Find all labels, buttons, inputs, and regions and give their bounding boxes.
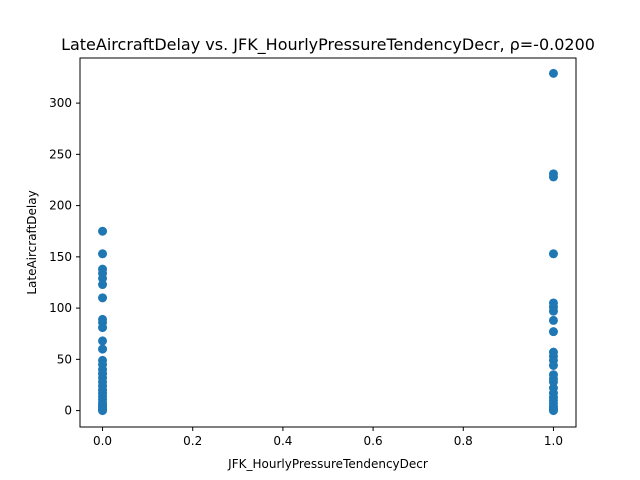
y-tick-label: 0 [64, 404, 72, 418]
data-point [98, 226, 108, 236]
chart-title: LateAircraftDelay vs. JFK_HourlyPressure… [61, 35, 595, 55]
data-point [548, 68, 558, 78]
data-point [98, 249, 108, 259]
data-point [98, 323, 108, 333]
y-tick-label: 150 [49, 250, 72, 264]
y-axis-ticks: 0 50 100 150 200 250 300 [49, 96, 80, 418]
y-tick-label: 300 [49, 96, 72, 110]
data-point [548, 315, 558, 325]
data-points [98, 68, 558, 416]
data-point [548, 306, 558, 316]
data-point [548, 361, 558, 370]
data-point [98, 406, 108, 416]
y-tick-label: 250 [49, 147, 72, 161]
x-tick-label: 0.2 [183, 434, 202, 448]
x-tick-label: 0.6 [364, 434, 383, 448]
x-tick-label: 0.8 [454, 434, 473, 448]
plot-frame [79, 57, 577, 428]
x-axis-ticks: 0.0 0.2 0.4 0.6 0.8 1.0 [93, 427, 563, 448]
data-point [98, 273, 108, 283]
data-point [98, 293, 108, 303]
data-point [548, 327, 558, 337]
data-point [98, 336, 108, 346]
data-point [548, 377, 558, 387]
x-tick-label: 1.0 [544, 434, 563, 448]
data-point [98, 280, 108, 290]
x-axis-label: JFK_HourlyPressureTendencyDecr [227, 457, 428, 471]
data-point [548, 406, 558, 416]
x-tick-label: 0.4 [273, 434, 292, 448]
y-tick-label: 100 [49, 301, 72, 315]
y-tick-label: 200 [49, 199, 72, 213]
data-point [98, 344, 108, 354]
data-point [548, 172, 558, 182]
y-tick-label: 50 [57, 352, 72, 366]
y-axis-label: LateAircraftDelay [25, 190, 39, 294]
data-point [548, 249, 558, 259]
x-tick-label: 0.0 [93, 434, 112, 448]
